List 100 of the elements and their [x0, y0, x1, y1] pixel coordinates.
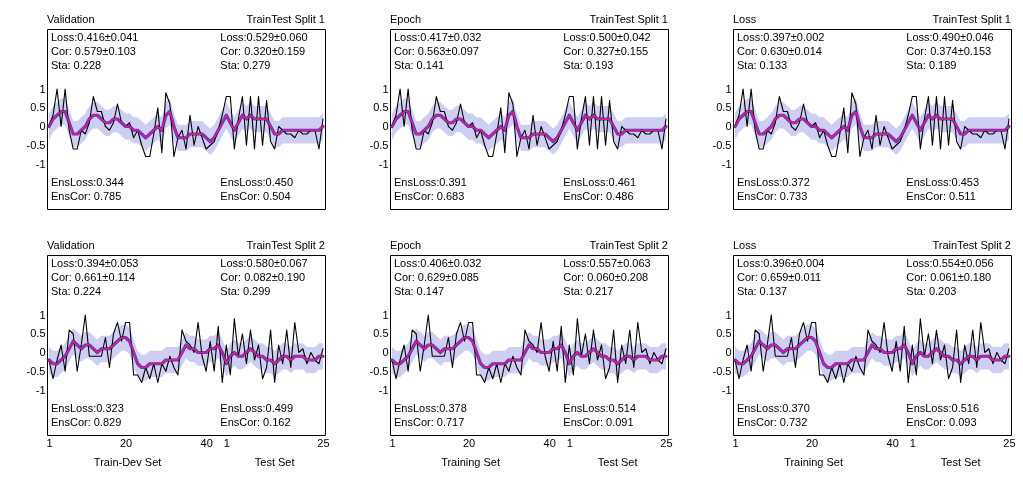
annotation: EnsLoss:0.372	[737, 176, 810, 188]
chart-title: Epoch	[390, 239, 422, 251]
x-tick-label: 40	[543, 436, 556, 449]
y-tick-label: 1	[725, 82, 732, 95]
annotation: Cor: 0.082±0.190	[220, 271, 306, 283]
annotation: Cor: 0.327±0.155	[563, 45, 649, 57]
annotation: Cor: 0.061±0.180	[906, 271, 992, 283]
x-tick-label: 40	[886, 436, 899, 449]
y-tick-label: 0.5	[30, 101, 46, 114]
annotation: Loss:0.406±0.032	[394, 257, 482, 269]
x-tick-label: 1	[223, 436, 230, 449]
chart-title: Loss	[733, 239, 757, 251]
annotation: EnsLoss:0.516	[906, 402, 980, 414]
y-tick-label: -0.5	[26, 138, 46, 151]
x-tick-label: 40	[200, 436, 213, 449]
annotation: EnsLoss:0.378	[394, 402, 467, 414]
chart-subtitle: TrainTest Split 1	[246, 13, 325, 25]
annotation: Loss:0.557±0.063	[563, 257, 651, 269]
annotation: EnsCor: 0.733	[737, 190, 808, 202]
annotation: Cor: 0.579±0.103	[51, 45, 136, 57]
annotation: Sta: 0.137	[737, 285, 788, 297]
annotation: Loss:0.397±0.002	[737, 31, 825, 43]
annotation: EnsLoss:0.370	[737, 402, 810, 414]
y-tick-label: -1	[378, 383, 389, 396]
text: Test Set	[940, 456, 981, 468]
y-tick-label: 1	[39, 308, 46, 321]
annotation: EnsCor: 0.683	[394, 190, 465, 202]
annotation: EnsLoss:0.323	[51, 402, 124, 414]
y-tick-label: 0	[382, 120, 389, 132]
y-tick-label: -0.5	[369, 138, 389, 151]
annotation: Sta: 0.133	[737, 59, 788, 71]
y-tick-label: -1	[35, 383, 46, 396]
chart-title: Validation	[47, 13, 95, 25]
y-tick-label: 0.5	[373, 101, 389, 114]
x-tick-label: 25	[660, 436, 673, 449]
y-tick-label: -1	[35, 157, 46, 170]
annotation: Sta: 0.203	[906, 285, 957, 297]
y-tick-label: 0.5	[716, 101, 732, 114]
y-tick-label: -1	[378, 157, 389, 170]
annotation: EnsCor: 0.732	[737, 416, 808, 428]
annotation: EnsCor: 0.162	[220, 416, 291, 428]
x-axis-title: Train-Dev Set	[93, 456, 162, 468]
annotation: EnsCor: 0.511	[906, 190, 976, 202]
annotation: EnsCor: 0.829	[51, 416, 122, 428]
annotation: Loss:0.580±0.067	[220, 257, 308, 269]
annotation: EnsLoss:0.461	[563, 176, 637, 188]
annotation: Sta: 0.299	[220, 285, 271, 297]
x-tick-label: 20	[119, 436, 133, 449]
y-tick-label: -0.5	[369, 364, 389, 377]
text: Test Set	[597, 456, 638, 468]
annotation: Loss:0.490±0.046	[906, 31, 994, 43]
annotation: Sta: 0.279	[220, 59, 271, 71]
annotation: Cor: 0.629±0.085	[394, 271, 479, 283]
annotation: EnsLoss:0.450	[220, 176, 294, 188]
annotation: Sta: 0.141	[394, 59, 445, 71]
x-axis-title: Training Set	[784, 456, 844, 468]
y-tick-label: 0	[39, 346, 46, 358]
y-tick-label: 1	[382, 82, 389, 95]
x-tick-label: 1	[566, 436, 573, 449]
y-tick-label: -0.5	[712, 364, 732, 377]
y-tick-label: 0	[725, 346, 732, 358]
x-axis-title: Training Set	[441, 456, 501, 468]
annotation: EnsCor: 0.091	[563, 416, 634, 428]
y-tick-label: 0	[725, 120, 732, 132]
annotation: Sta: 0.193	[563, 59, 614, 71]
annotation: EnsLoss:0.499	[220, 402, 294, 414]
chart-subtitle: TrainTest Split 2	[246, 239, 325, 251]
y-tick-label: 1	[382, 308, 389, 321]
chart-title: Loss	[733, 13, 757, 25]
x-tick-label: 25	[317, 436, 330, 449]
y-tick-label: 0	[382, 346, 389, 358]
y-tick-label: -0.5	[26, 364, 46, 377]
annotation: EnsLoss:0.453	[906, 176, 980, 188]
chart-subtitle: TrainTest Split 1	[932, 13, 1011, 25]
annotation: Loss:0.500±0.042	[563, 31, 651, 43]
annotation: Loss:0.529±0.060	[220, 31, 308, 43]
annotation: EnsCor: 0.717	[394, 416, 465, 428]
x-tick-label: 20	[462, 436, 476, 449]
chart-subtitle: TrainTest Split 2	[589, 239, 668, 251]
y-tick-label: -0.5	[712, 138, 732, 151]
annotation: EnsCor: 0.785	[51, 190, 122, 202]
y-tick-label: 0.5	[716, 327, 732, 340]
y-tick-label: 0.5	[30, 327, 46, 340]
text: Test Set	[254, 456, 295, 468]
annotation: Loss:0.554±0.056	[906, 257, 994, 269]
annotation: EnsLoss:0.344	[51, 176, 124, 188]
x-tick-label: 20	[805, 436, 819, 449]
chart-subtitle: TrainTest Split 1	[589, 13, 668, 25]
chart-title: Epoch	[390, 13, 422, 25]
annotation: EnsLoss:0.514	[563, 402, 637, 414]
y-tick-label: 0	[39, 120, 46, 132]
y-tick-label: -1	[721, 157, 732, 170]
annotation: Sta: 0.224	[51, 285, 102, 297]
annotation: Cor: 0.661±0.114	[51, 271, 136, 283]
x-tick-label: 25	[1003, 436, 1016, 449]
annotation: Sta: 0.228	[51, 59, 102, 71]
annotation: Cor: 0.060±0.208	[563, 271, 649, 283]
annotation: EnsCor: 0.093	[906, 416, 977, 428]
chart-subtitle: TrainTest Split 2	[932, 239, 1011, 251]
annotation: Sta: 0.189	[906, 59, 957, 71]
